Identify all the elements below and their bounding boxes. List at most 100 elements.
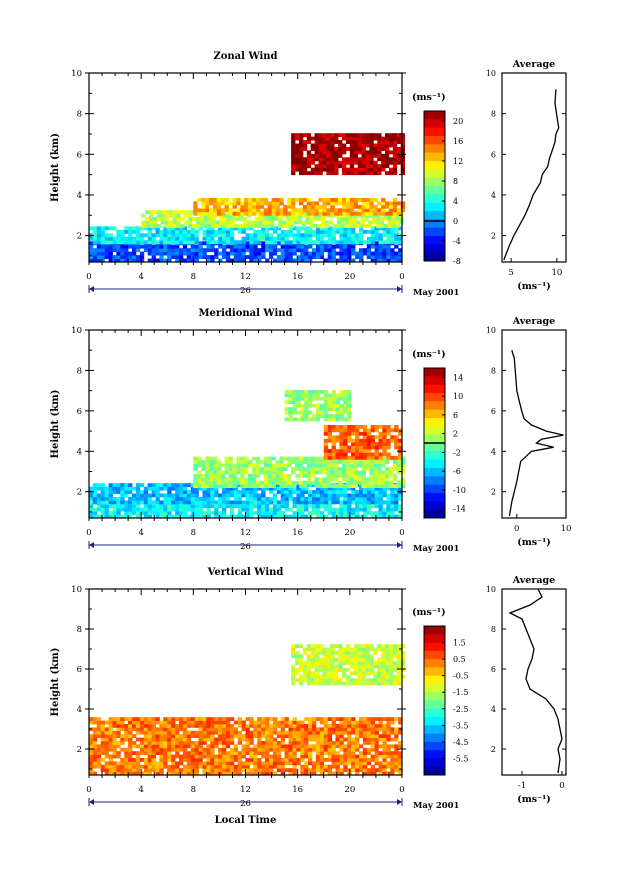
heatmap-cell <box>300 744 305 749</box>
heatmap-cell <box>362 438 368 443</box>
heatmap-cell <box>171 244 176 249</box>
heatmap-cell <box>143 717 149 721</box>
heatmap-cell <box>326 480 331 485</box>
heatmap-cell <box>262 220 267 225</box>
heatmap-cell <box>104 737 109 742</box>
heatmap-cell <box>326 473 331 478</box>
heatmap-cell <box>389 651 394 655</box>
heatmap-cell <box>261 500 266 505</box>
heatmap-cell <box>182 486 188 491</box>
heatmap-cell <box>357 157 362 162</box>
heatmap-cell <box>359 500 364 505</box>
heatmap-cell <box>315 417 321 422</box>
heatmap-cell <box>312 720 317 725</box>
heatmap-cell <box>209 473 214 478</box>
heatmap-cell <box>151 730 156 735</box>
heatmap-cell <box>216 208 222 213</box>
heatmap-cell <box>167 768 172 772</box>
average-x-label: (ms⁻¹) <box>517 537 551 548</box>
heatmap-cell <box>349 664 355 669</box>
heatmap-cell <box>292 514 297 519</box>
heatmap-cell <box>370 717 375 721</box>
heatmap-cell <box>378 445 383 450</box>
heatmap-cell <box>147 226 152 231</box>
panel-title: Meridional Wind <box>198 308 292 319</box>
heatmap-cell <box>318 208 323 213</box>
heatmap-cell <box>269 734 274 738</box>
heatmap-cell <box>198 511 203 515</box>
heatmap-cell <box>180 210 185 215</box>
heatmap-cell <box>244 201 249 206</box>
heatmap-cell <box>265 240 270 245</box>
heatmap-cell <box>347 438 352 443</box>
heatmap-cell <box>373 460 378 464</box>
heatmap-cell <box>343 400 348 405</box>
heatmap-cell <box>345 477 351 482</box>
heatmap-cell <box>100 493 105 498</box>
heatmap-cell <box>216 467 222 471</box>
heatmap-cell <box>327 417 332 422</box>
heatmap-cell <box>171 226 176 231</box>
heatmap-cell <box>167 493 172 498</box>
heatmap-cell <box>254 224 259 228</box>
heatmap-cell <box>296 741 301 745</box>
heatmap-cell <box>147 504 152 509</box>
heatmap-cell <box>357 211 362 216</box>
heatmap-cell <box>175 493 180 498</box>
heatmap-cell <box>377 167 382 172</box>
heatmap-cell <box>167 229 172 234</box>
heatmap-cell <box>299 463 304 468</box>
heatmap-cell <box>253 251 258 256</box>
heatmap-cell <box>151 507 156 512</box>
heatmap-cell <box>335 751 340 755</box>
colorbar-segment <box>424 476 445 486</box>
heatmap-cell <box>326 681 331 686</box>
heatmap-cell <box>112 226 117 231</box>
heatmap-cell <box>259 480 265 485</box>
heatmap-cell <box>369 671 374 676</box>
heatmap-cell <box>167 764 172 769</box>
heatmap-cell <box>319 500 325 505</box>
heatmap-cell <box>370 758 375 762</box>
heatmap-cell <box>366 236 372 241</box>
heatmap-cell <box>252 211 257 216</box>
heatmap-cell <box>104 497 109 501</box>
heatmap-cell <box>284 751 289 755</box>
heatmap-cell <box>306 644 312 648</box>
heatmap-cell <box>304 768 309 772</box>
heatmap-cell <box>128 500 133 505</box>
heatmap-cell <box>390 764 395 769</box>
heatmap-cell <box>182 737 188 742</box>
heatmap-cell <box>225 258 231 263</box>
heatmap-cell <box>338 657 343 662</box>
heatmap-cell <box>345 651 351 655</box>
heatmap-cell <box>265 717 270 721</box>
heatmap-cell <box>291 467 296 471</box>
heatmap-cell <box>108 730 113 735</box>
heatmap-cell <box>374 425 379 429</box>
heatmap-cell <box>112 751 117 755</box>
heatmap-cell <box>345 654 351 659</box>
heatmap-cell <box>355 233 360 238</box>
heatmap-cell <box>355 737 360 742</box>
heatmap-cell <box>349 160 355 165</box>
heatmap-cell <box>392 654 398 659</box>
heatmap-cell <box>314 661 319 665</box>
heatmap-cell <box>269 497 274 501</box>
heatmap-cell <box>104 720 109 725</box>
heatmap-cell <box>145 220 150 225</box>
heatmap-cell <box>206 514 211 519</box>
heatmap-cell <box>342 133 347 138</box>
heatmap-cell <box>236 477 241 482</box>
heatmap-cell <box>306 668 312 672</box>
heatmap-cell <box>327 730 332 735</box>
heatmap-cell <box>295 657 300 662</box>
heatmap-cell <box>284 724 289 728</box>
heatmap-cell <box>318 150 323 155</box>
heatmap-cell <box>265 720 270 725</box>
heatmap-cell <box>398 754 403 759</box>
heatmap-cell <box>210 741 215 745</box>
heatmap-cell <box>345 484 351 488</box>
heatmap-cell <box>96 724 102 728</box>
heatmap-cell <box>241 240 246 245</box>
